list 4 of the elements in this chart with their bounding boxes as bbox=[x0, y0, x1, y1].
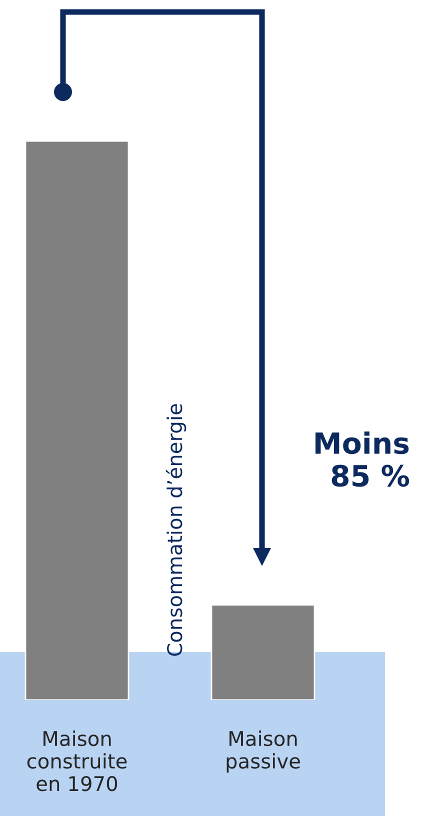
annotation: Moins 85 % bbox=[315, 432, 410, 487]
x-tick-label: Maison passive bbox=[226, 730, 300, 773]
y-axis-title: Consommation d’énergie bbox=[166, 404, 186, 656]
x-tick-label: Maison construite en 1970 bbox=[27, 730, 127, 792]
